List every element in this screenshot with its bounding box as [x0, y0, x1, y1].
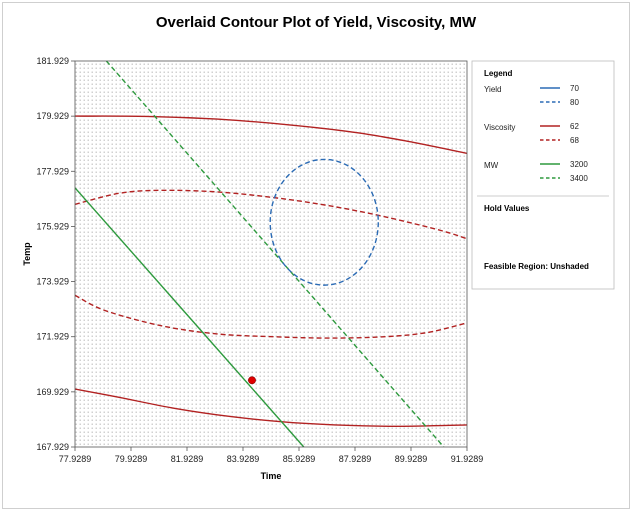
y-tick-label: 171.929: [36, 332, 69, 342]
hold-values-label: Hold Values: [484, 204, 530, 213]
contour-viscosity-68-2: [75, 189, 467, 240]
chart-title: Overlaid Contour Plot of Yield, Viscosit…: [156, 14, 477, 31]
x-axis-label: Time: [261, 471, 282, 481]
y-tick-label: 173.929: [36, 277, 69, 287]
y-axis-label: Temp: [22, 242, 32, 266]
contour-viscosity-68-3: [75, 294, 467, 339]
x-tick-label: 77.9289: [59, 454, 92, 464]
legend-group-viscosity: Viscosity: [484, 123, 515, 132]
legend-label-yield-80: 80: [570, 98, 579, 107]
contour-mw-3400-5: [105, 61, 445, 447]
y-tick-label: 179.929: [36, 111, 69, 121]
legend-label-mw-3400: 3400: [570, 174, 588, 183]
x-tick-label: 89.9289: [395, 454, 428, 464]
x-tick-label: 87.9289: [339, 454, 372, 464]
x-tick-label: 81.9289: [171, 454, 204, 464]
legend-group-yield: Yield: [484, 85, 502, 94]
x-tick-label: 79.9289: [115, 454, 148, 464]
x-tick-label: 83.9289: [227, 454, 260, 464]
plot-border: [74, 60, 468, 448]
legend-label-mw-3200: 3200: [570, 160, 588, 169]
optimum-point-marker: [248, 376, 256, 385]
feasible-region-label: Feasible Region: Unshaded: [484, 262, 589, 271]
contour-mw-3200-4: [75, 187, 305, 447]
contour-viscosity-62-0: [75, 115, 467, 154]
plot-background: [75, 61, 467, 447]
y-tick-label: 181.929: [36, 56, 69, 66]
y-tick-label: 169.929: [36, 387, 69, 397]
contour-chart: Overlaid Contour Plot of Yield, Viscosit…: [22, 14, 615, 481]
x-tick-label: 85.9289: [283, 454, 316, 464]
y-tick-label: 167.929: [36, 442, 69, 452]
legend-label-yield-70: 70: [570, 84, 579, 93]
chart-frame: Overlaid Contour Plot of Yield, Viscosit…: [2, 2, 630, 509]
contour-viscosity-62-1: [75, 388, 467, 428]
y-tick-label: 175.929: [36, 221, 69, 231]
x-tick-label: 91.9289: [451, 454, 484, 464]
y-tick-label: 177.929: [36, 166, 69, 176]
legend-label-viscosity-68: 68: [570, 136, 579, 145]
legend-title: Legend: [484, 69, 513, 78]
legend-label-viscosity-62: 62: [570, 122, 579, 131]
legend-group-mw: MW: [484, 161, 499, 170]
contour-yield-80: [269, 158, 379, 286]
